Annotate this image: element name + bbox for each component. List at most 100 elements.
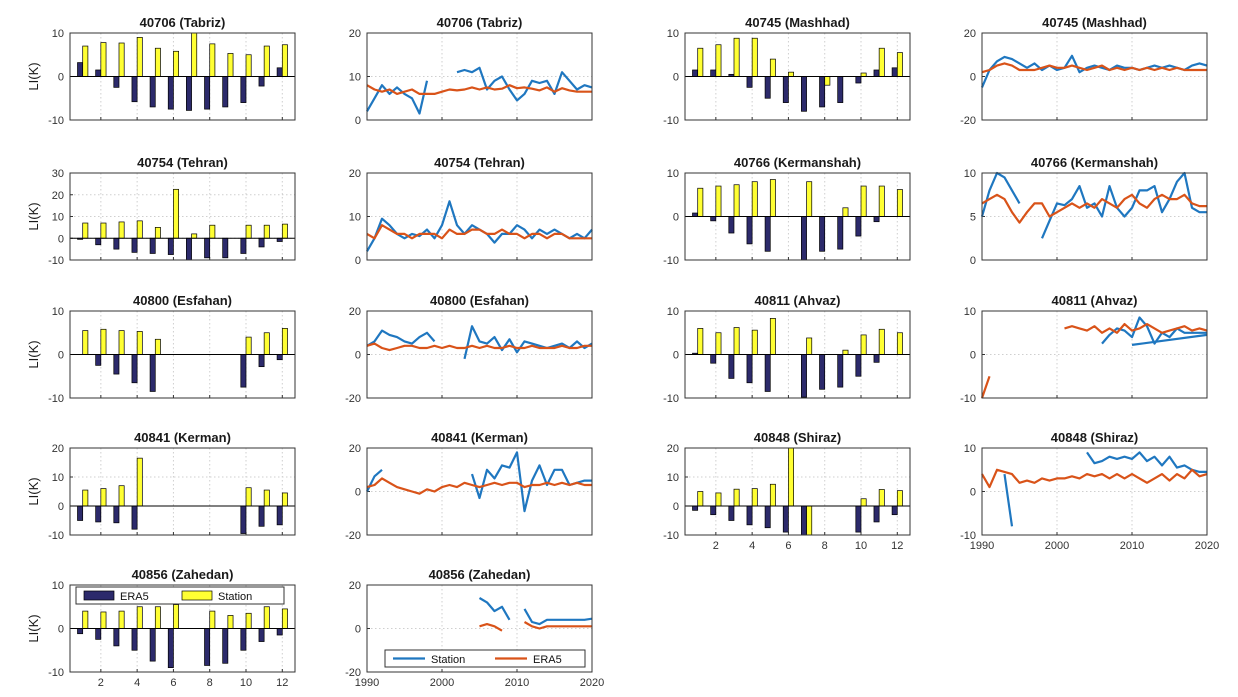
y-tick-label: 20 [667, 443, 679, 455]
station-bar [173, 50, 179, 77]
era5-bar [746, 505, 753, 526]
y-tick-label: 0 [970, 255, 976, 267]
era5-line [981, 62, 1207, 74]
y-tick-label: -10 [48, 667, 64, 679]
x-tick-label: 4 [749, 540, 755, 552]
panel-14: 40841 (Kerman) -20 0 20 [345, 430, 593, 542]
station-bar [100, 328, 107, 355]
panel-title: 40848 (Shiraz) [754, 430, 841, 445]
axes-box [981, 447, 1208, 536]
y-tick-label: 10 [667, 472, 679, 484]
panel-7: 40766 (Kermanshah) -10 0 10 [663, 155, 911, 267]
station-bar [788, 71, 794, 77]
era5-bar [131, 354, 138, 384]
era5-bar [222, 76, 229, 108]
x-tick-label: 2 [98, 677, 104, 689]
era5-line [981, 468, 1208, 489]
station-bar [118, 221, 125, 239]
era5-line [366, 224, 592, 240]
legend-label-era5: ERA5 [533, 654, 562, 666]
panel-4: 40745 (Mashhad) -20 0 20 [960, 15, 1208, 127]
era5-bar [873, 69, 880, 77]
station-bar [281, 44, 288, 77]
y-tick-label: 0 [970, 72, 976, 84]
station-bar [806, 337, 813, 355]
panel-1: 40706 (Tabriz) -10 0 10 LI(K) [26, 15, 296, 127]
era5-bar [276, 505, 283, 526]
era5-bar [819, 76, 826, 108]
station-line [1086, 451, 1207, 473]
era5-bar [167, 628, 174, 669]
station-bar [263, 489, 270, 507]
era5-bar [149, 354, 156, 392]
era5-bar [746, 216, 753, 245]
panel-12: 40811 (Ahvaz) -10 0 10 [960, 293, 1208, 405]
era5-bar [710, 216, 717, 222]
era5-bar [801, 354, 807, 398]
y-tick-label: 10 [964, 306, 976, 318]
era5-bar [95, 237, 102, 246]
era5-bar [873, 505, 880, 523]
station-bar [806, 181, 813, 217]
y-tick-label: 10 [52, 212, 64, 224]
panel-title: 40848 (Shiraz) [1051, 430, 1138, 445]
y-axis-label: LI(K) [26, 62, 41, 90]
station-line [980, 171, 1021, 217]
station-bar [896, 332, 903, 355]
era5-line [366, 477, 592, 495]
axes-box [684, 172, 911, 261]
era5-line [366, 84, 592, 96]
station-bar [154, 338, 161, 355]
y-tick-label: 10 [349, 212, 361, 224]
era5-bar [167, 237, 174, 255]
x-tick-label: 10 [855, 540, 867, 552]
era5-bar [746, 76, 753, 88]
era5-bar [240, 237, 247, 254]
station-bar [82, 222, 89, 239]
panel-3: 40745 (Mashhad) -10 0 10 [663, 15, 911, 127]
y-tick-label: -10 [663, 393, 679, 405]
station-line [366, 329, 436, 347]
station-line [1040, 171, 1207, 239]
axes-box [366, 310, 593, 399]
station-bar [751, 181, 758, 217]
station-bar [733, 37, 740, 77]
x-tick-label: 2010 [505, 677, 529, 689]
era5-bar [95, 628, 102, 640]
station-line [1131, 333, 1208, 346]
station-bar [733, 488, 740, 507]
y-tick-label: 10 [52, 28, 64, 40]
station-bar [154, 47, 161, 77]
y-tick-label: -10 [663, 530, 679, 542]
station-bar [82, 610, 89, 629]
x-tick-label: 8 [822, 540, 828, 552]
station-bar [733, 327, 740, 355]
y-axis-label: LI(K) [26, 614, 41, 642]
y-tick-label: -10 [663, 115, 679, 127]
panel-15: 40848 (Shiraz) -10 0 10 20 2 4 6 8 10 12 [663, 430, 911, 552]
station-bar [697, 187, 704, 217]
station-bar [860, 185, 867, 217]
era5-bar [819, 216, 826, 252]
station-bar [82, 489, 89, 507]
era5-bar [113, 237, 120, 250]
station-bar [715, 185, 722, 217]
y-tick-label: -10 [48, 530, 64, 542]
y-tick-label: 10 [667, 28, 679, 40]
panel-title: 40811 (Ahvaz) [1052, 293, 1138, 308]
station-bar [860, 498, 867, 507]
legend-label-era5: ERA5 [120, 591, 149, 603]
station-bar [860, 72, 867, 77]
x-tick-label: 6 [170, 677, 176, 689]
era5-bar [276, 354, 283, 361]
panel-title: 40754 (Tehran) [434, 155, 525, 170]
x-tick-label: 8 [207, 677, 213, 689]
y-tick-label: 10 [964, 168, 976, 180]
y-tick-label: -10 [663, 255, 679, 267]
y-tick-label: 0 [673, 212, 679, 224]
station-bar [136, 36, 143, 77]
station-bar [842, 349, 849, 355]
x-tick-label: 2020 [1195, 540, 1219, 552]
station-line [980, 54, 1208, 88]
panel-title: 40856 (Zahedan) [132, 567, 234, 582]
